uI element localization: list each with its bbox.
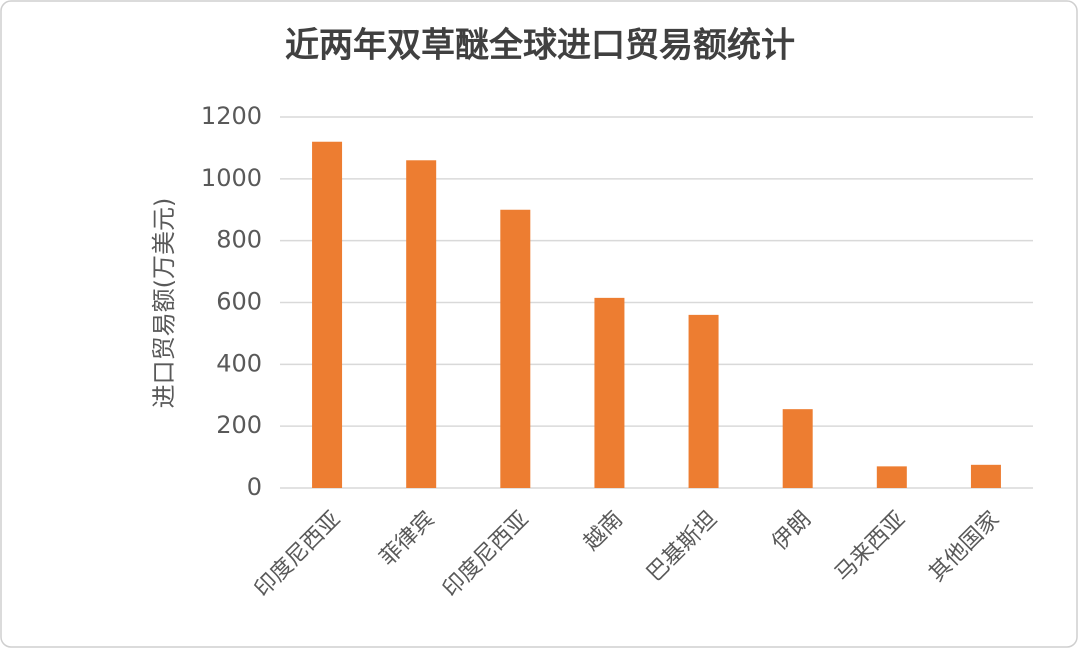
bar <box>500 209 531 488</box>
bar <box>406 160 437 489</box>
y-tick-label: 200 <box>216 411 262 439</box>
y-tick-label: 1000 <box>201 164 262 192</box>
y-tick-label: 600 <box>216 288 262 316</box>
bar <box>782 409 813 488</box>
bar <box>312 141 343 488</box>
y-axis-label: 进口贸易额(万美元) <box>150 198 178 409</box>
bar <box>594 297 625 488</box>
y-tick-label: 0 <box>247 473 262 501</box>
bar <box>688 314 719 488</box>
y-tick-label: 1200 <box>201 102 262 130</box>
y-tick-label: 400 <box>216 349 262 377</box>
bar <box>876 466 907 488</box>
chart-title: 近两年双草醚全球进口贸易额统计 <box>285 26 795 66</box>
bar <box>970 464 1001 488</box>
y-tick-label: 800 <box>216 226 262 254</box>
